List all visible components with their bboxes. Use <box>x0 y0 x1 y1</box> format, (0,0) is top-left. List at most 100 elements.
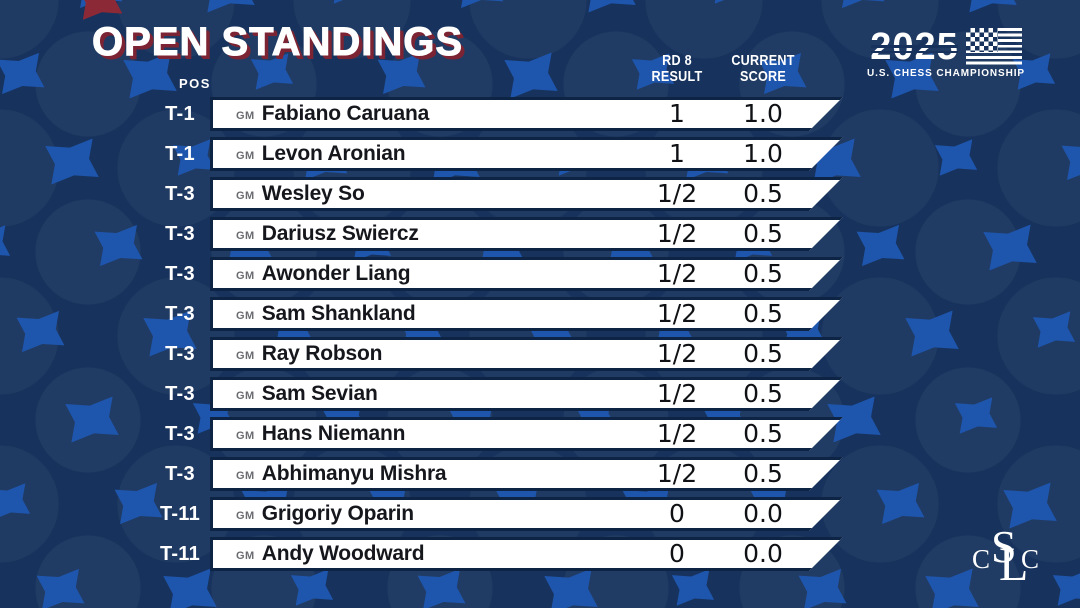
player-row-bar: GM Hans Niemann 1/2 0.5 <box>210 417 843 451</box>
pattern-pillow <box>955 397 997 434</box>
pattern-pillow <box>905 310 959 356</box>
pattern-pillow <box>1033 311 1075 348</box>
round-result: 0 <box>669 499 685 528</box>
player-name: Levon Aronian <box>261 142 406 165</box>
table-row: T-3 GM Wesley So 1/2 0.5 <box>165 177 843 211</box>
event-name: U.S. CHESS CHAMPIONSHIP <box>867 68 1025 79</box>
player-row-bar: GM Wesley So 1/2 0.5 <box>210 177 843 211</box>
position-label: T-3 <box>165 183 195 205</box>
player-name: Wesley So <box>261 182 365 205</box>
position-label: T-1 <box>165 103 195 125</box>
position-label: T-11 <box>159 543 201 565</box>
position-label: T-3 <box>165 303 195 325</box>
current-score: 0.0 <box>743 499 783 528</box>
player-row-bar: GM Andy Woodward 0 0.0 <box>210 537 843 571</box>
pattern-pillow <box>1062 139 1080 180</box>
player-row-bar: GM Sam Shankland 1/2 0.5 <box>210 297 843 331</box>
current-score: 0.5 <box>743 219 783 248</box>
pattern-pillow <box>710 0 752 4</box>
table-row: T-3 GM Ray Robson 1/2 0.5 <box>165 337 843 371</box>
current-score: 1.0 <box>743 99 783 128</box>
table-row: T-3 GM Sam Shankland 1/2 0.5 <box>165 297 843 331</box>
player-name: Hans Niemann <box>261 422 406 445</box>
position-label: T-3 <box>165 343 195 365</box>
round-result: 1/2 <box>656 459 698 488</box>
chess-flag-icon <box>965 28 1022 65</box>
pattern-pillow <box>983 224 1037 270</box>
page-title: OPEN STANDINGS <box>91 20 464 65</box>
column-header-rd8-result: RD 8 RESULT <box>627 53 728 85</box>
player-name: Ray Robson <box>261 342 383 365</box>
current-score: 1.0 <box>743 139 783 168</box>
pattern-pillow <box>201 0 255 13</box>
column-header-line: RD 8 <box>662 52 692 69</box>
round-result: 0 <box>669 539 685 568</box>
pattern-pillow <box>65 396 119 442</box>
pattern-pillow <box>925 568 979 608</box>
event-logo: 2025 U.S. CHESS CHAMPIONSHIP <box>866 25 1026 80</box>
current-score: 0.5 <box>743 299 783 328</box>
column-header-line: CURRENT <box>731 52 795 69</box>
chess-club-logo: L S C C <box>972 521 1052 602</box>
table-row: T-11 GM Andy Woodward 0 0.0 <box>160 537 843 571</box>
player-name: Grigoriy Oparin <box>261 502 414 525</box>
current-score: 0.5 <box>743 419 783 448</box>
club-logo-letter-l: L <box>999 538 1029 591</box>
position-label: T-3 <box>165 223 195 245</box>
round-result: 1 <box>669 139 685 168</box>
player-title: GM <box>236 309 255 322</box>
player-name: Sam Sevian <box>261 382 378 405</box>
pattern-pillow <box>963 0 1017 13</box>
pattern-pillow <box>582 0 636 13</box>
round-result: 1/2 <box>656 379 698 408</box>
position-label: T-3 <box>165 383 195 405</box>
player-title: GM <box>236 429 255 442</box>
table-row: T-11 GM Grigoriy Oparin 0 0.0 <box>160 497 843 531</box>
pattern-pillow <box>857 225 905 266</box>
pattern-pillow <box>837 0 885 8</box>
column-header-pos: POS <box>179 76 211 91</box>
current-score: 0.5 <box>743 179 783 208</box>
player-title: GM <box>236 509 255 522</box>
column-header-line: SCORE <box>739 68 787 85</box>
round-result: 1 <box>669 99 685 128</box>
pattern-pillow <box>163 568 217 608</box>
pattern-pillow <box>0 53 44 94</box>
position-label: T-1 <box>165 143 195 165</box>
club-logo-letter-s: S <box>991 521 1017 572</box>
event-year: 2025 <box>870 25 959 68</box>
standings-table: T-1 GM Fabiano Caruana 1 1.0 T-1 GM Levon Aroni… <box>160 97 843 577</box>
event-logo-top: 2025 <box>866 25 1026 68</box>
pattern-pillow <box>95 225 143 266</box>
pattern-pillow <box>456 0 504 8</box>
pattern-pillow <box>17 311 65 352</box>
club-logo-letter-c2: C <box>1021 544 1040 574</box>
player-name: Abhimanyu Mishra <box>261 462 447 485</box>
position-label: T-3 <box>165 423 195 445</box>
position-label: T-3 <box>165 263 195 285</box>
pattern-pillow <box>0 483 30 520</box>
flag-checkerboard-canton <box>965 28 999 53</box>
player-name: Awonder Liang <box>261 262 411 285</box>
position-label: T-3 <box>165 463 195 485</box>
round-result: 1/2 <box>656 259 698 288</box>
column-header-line: RESULT <box>651 68 703 85</box>
player-row-bar: GM Grigoriy Oparin 0 0.0 <box>210 497 843 531</box>
player-title: GM <box>236 109 255 122</box>
player-title: GM <box>236 149 255 162</box>
player-title: GM <box>236 349 255 362</box>
current-score: 0.5 <box>743 459 783 488</box>
table-row: T-3 GM Sam Sevian 1/2 0.5 <box>165 377 843 411</box>
current-score: 0.0 <box>743 539 783 568</box>
current-score: 0.5 <box>743 339 783 368</box>
table-row: T-3 GM Dariusz Swiercz 1/2 0.5 <box>165 217 843 251</box>
column-header-current-score: CURRENT SCORE <box>713 53 814 85</box>
round-result: 1/2 <box>656 299 698 328</box>
pattern-pillow <box>0 225 10 262</box>
round-result: 1/2 <box>656 219 698 248</box>
table-row: T-1 GM Fabiano Caruana 1 1.0 <box>165 97 843 131</box>
club-logo-letter-c1: C <box>972 544 991 574</box>
player-name: Dariusz Swiercz <box>261 222 419 245</box>
player-title: GM <box>236 389 255 402</box>
